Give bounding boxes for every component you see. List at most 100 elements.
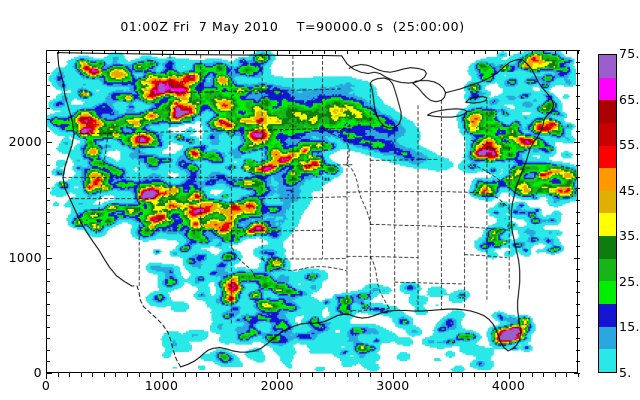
x-axis-minor-tick [231,373,233,377]
x-axis-major-tick [392,50,394,56]
x-axis-minor-tick [69,373,71,377]
y-axis-minor-tick [46,188,50,190]
x-axis-major-tick [508,50,510,56]
y-axis-major-tick [574,373,580,374]
y-axis-minor-tick [46,84,50,86]
x-axis-minor-tick [335,50,337,54]
x-axis-minor-tick [103,373,105,377]
x-axis-minor-tick [115,50,117,54]
x-axis-minor-tick [254,50,256,54]
x-axis-minor-tick [543,50,545,54]
y-axis-minor-tick [576,361,580,363]
x-axis-minor-tick [439,373,441,377]
x-axis-major-tick [277,50,279,56]
x-axis-minor-tick [57,50,59,54]
y-axis-minor-tick [576,50,580,51]
y-axis-minor-tick [46,107,50,109]
y-axis-minor-tick [46,153,50,155]
y-axis-minor-tick [46,280,50,282]
x-axis-minor-tick [427,50,429,54]
y-axis-minor-tick [46,211,50,213]
y-axis-minor-tick [46,96,50,98]
x-axis-tick-label: 2000 [260,378,294,393]
colorbar-band [599,122,616,146]
x-axis-minor-tick [207,50,209,54]
x-axis-minor-tick [196,50,198,54]
x-axis-minor-tick [265,50,267,54]
map-plot-area [46,50,578,373]
x-axis-minor-tick [416,373,418,377]
x-axis-minor-tick [300,373,302,377]
y-axis-minor-tick [46,73,50,75]
y-axis-ticks-right [572,50,580,374]
y-axis-major-tick [574,257,580,259]
y-axis-minor-tick [576,246,580,248]
x-axis-minor-tick [531,373,533,377]
y-axis-minor-tick [46,349,50,351]
y-axis-minor-tick [46,269,50,271]
colorbar-band [599,168,616,191]
y-axis-minor-tick [576,280,580,282]
x-axis-minor-tick [150,373,152,377]
x-axis-minor-tick [520,373,522,377]
x-axis-minor-tick [416,50,418,54]
y-axis-major-tick [46,373,52,374]
colorbar-band [599,190,616,214]
x-axis-minor-tick [242,373,244,377]
y-axis-minor-tick [46,119,50,121]
x-axis-minor-tick [312,373,313,377]
colorbar-tick-label: 45. [619,182,640,198]
x-axis-tick-label: 1000 [144,378,179,393]
x-axis-minor-tick [427,373,429,377]
x-axis-minor-tick [103,50,105,54]
x-axis-minor-tick [346,50,348,54]
y-axis-minor-tick [576,269,580,271]
y-axis-minor-tick [576,326,580,328]
x-axis-minor-tick [265,373,267,377]
x-axis-minor-tick [69,50,71,54]
x-axis-minor-tick [288,373,290,377]
x-axis-minor-tick [184,50,186,54]
x-axis-minor-tick [312,50,313,54]
x-axis-minor-tick [173,50,175,54]
x-axis-major-tick [46,373,47,379]
x-axis-ticks-top [46,50,579,58]
y-axis-ticks-left [46,50,54,374]
x-axis-minor-tick [497,373,499,377]
x-axis-minor-tick [80,373,82,377]
y-axis-minor-tick [46,50,50,51]
y-axis-minor-tick [46,292,50,294]
y-axis-minor-tick [46,303,50,305]
x-axis-minor-tick [485,373,487,377]
y-axis-tick-label: 0 [33,365,42,380]
x-axis-minor-tick [439,50,441,54]
y-axis-minor-tick [46,223,50,225]
x-axis-minor-tick [358,50,360,54]
y-axis-minor-tick [576,303,580,305]
x-axis-minor-tick [242,50,244,54]
colorbar-band [599,258,616,282]
x-axis-minor-tick [254,373,256,377]
x-axis-minor-tick [473,373,475,377]
colorbar-band [599,304,616,327]
x-axis-major-tick [392,373,394,379]
y-axis-minor-tick [46,246,50,248]
page-title: 01:00Z Fri 7 May 2010 T=90000.0 s (25:00… [120,19,465,34]
y-axis-minor-tick [46,338,50,340]
x-axis-minor-tick [126,50,128,54]
x-axis-tick-label: 3000 [376,378,410,393]
x-axis-minor-tick [566,373,568,377]
colorbar [598,54,617,373]
x-axis-minor-tick [462,50,464,54]
x-axis-minor-tick [138,50,140,54]
x-axis-major-tick [508,373,510,379]
x-axis-minor-tick [473,50,475,54]
x-axis-minor-tick [578,50,579,54]
x-axis-major-tick [161,50,163,56]
y-axis-minor-tick [46,165,50,167]
x-axis-minor-tick [115,373,117,377]
colorbar-band [599,145,616,169]
x-axis-minor-tick [520,50,522,54]
x-axis-minor-tick [57,373,59,377]
